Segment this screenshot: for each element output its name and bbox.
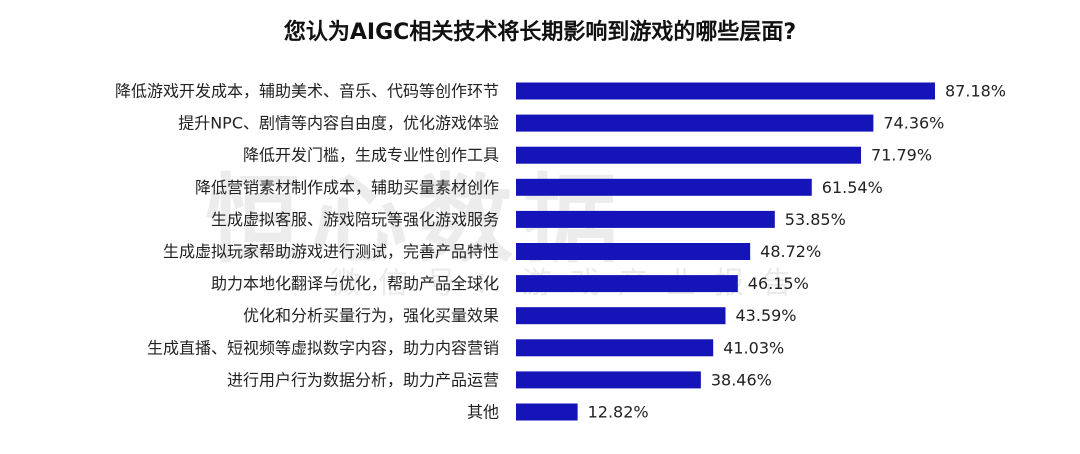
category-label: 其他 [467, 403, 499, 422]
category-label: 进行用户行为数据分析，助力产品运营 [227, 370, 499, 389]
bar [516, 307, 726, 325]
category-label: 生成直播、短视频等虚拟数字内容，助力内容营销 [147, 338, 499, 357]
value-label: 48.72% [760, 242, 821, 261]
category-label: 生成虚拟客服、游戏陪玩等强化游戏服务 [211, 210, 499, 229]
value-label: 46.15% [748, 274, 809, 293]
bar [516, 403, 578, 421]
category-label: 助力本地化翻译与优化，帮助产品全球化 [211, 274, 499, 293]
bars [516, 82, 935, 421]
bar [516, 114, 874, 132]
category-label: 降低营销素材制作成本，辅助买量素材创作 [195, 178, 499, 197]
value-label: 38.46% [711, 370, 772, 389]
chart-title: 您认为AIGC相关技术将长期影响到游戏的哪些层面? [283, 20, 797, 45]
value-label: 43.59% [736, 306, 797, 325]
category-label: 生成虚拟玩家帮助游戏进行测试，完善产品特性 [163, 242, 499, 261]
bar [516, 243, 751, 260]
value-label: 87.18% [945, 82, 1006, 101]
bar [516, 275, 738, 293]
value-label: 71.79% [871, 146, 932, 165]
bar [516, 146, 862, 164]
category-label: 提升NPC、剧情等内容自由度，优化游戏体验 [178, 114, 499, 133]
value-label: 41.03% [723, 338, 784, 357]
bar [516, 339, 714, 357]
bar [516, 371, 701, 389]
value-label: 61.54% [822, 178, 883, 197]
bar [516, 178, 812, 196]
value-label: 12.82% [588, 403, 649, 422]
bar [516, 82, 935, 100]
value-label: 53.85% [785, 210, 846, 229]
value-label: 74.36% [883, 114, 944, 133]
value-labels: 87.18%74.36% 71.79% 61.54% 53.85% 48.72% 46.1… [588, 82, 1006, 422]
category-labels: 降低游戏开发成本，辅助美术、音乐、代码等创作环节提升NPC、剧情等内容自由度，优… [115, 82, 499, 422]
category-label: 优化和分析买量行为，强化买量效果 [243, 306, 499, 325]
category-label: 降低游戏开发成本，辅助美术、音乐、代码等创作环节 [115, 82, 499, 101]
category-label: 降低开发门槛，生成专业性创作工具 [243, 146, 499, 165]
bar [516, 210, 775, 228]
